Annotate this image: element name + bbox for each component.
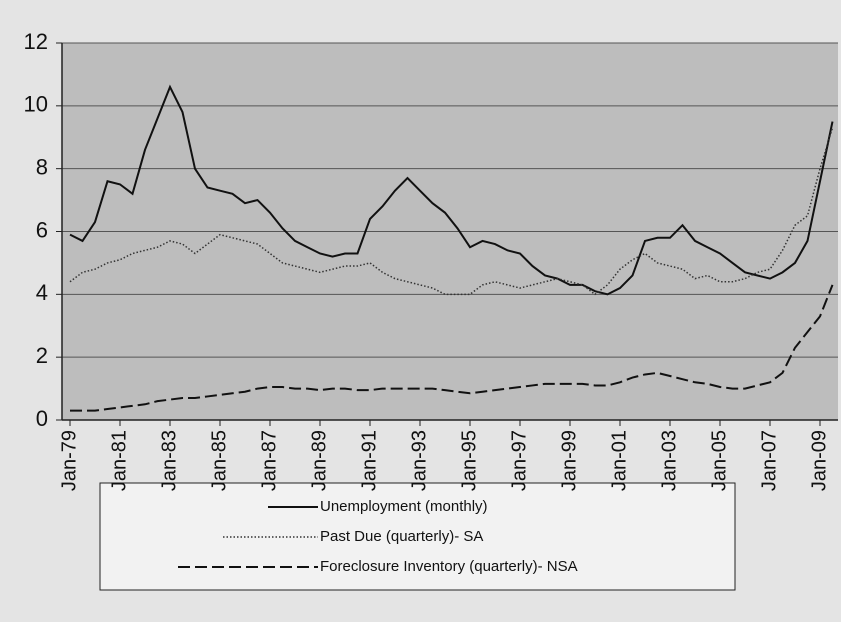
legend-label: Past Due (quarterly)- SA: [320, 528, 483, 545]
x-tick-label: Jan-07: [758, 430, 780, 491]
x-tick-label: Jan-05: [708, 430, 730, 491]
x-tick-label: Jan-01: [608, 430, 630, 491]
series-line: [69, 127, 834, 296]
x-tick-label: Jan-79: [58, 430, 80, 491]
x-tick-label: Jan-89: [308, 430, 330, 491]
x-tick-label: Jan-83: [158, 430, 180, 491]
x-tick-label: Jan-95: [458, 430, 480, 491]
x-tick-label: Jan-93: [408, 430, 430, 491]
x-tick-label: Jan-87: [258, 430, 280, 491]
legend: [99, 482, 736, 591]
x-tick-label: Jan-81: [108, 430, 130, 491]
x-tick-label: Jan-85: [208, 430, 230, 491]
x-tick-label: Jan-97: [508, 430, 530, 491]
y-tick-label: 4: [36, 280, 48, 305]
series-line: [69, 84, 834, 296]
y-tick-label: 6: [36, 217, 48, 242]
x-tick-label: Jan-03: [658, 430, 680, 491]
x-tick-label: Jan-99: [558, 430, 580, 491]
x-tick-label: Jan-91: [358, 430, 380, 491]
series-line: [70, 284, 834, 412]
y-tick-label: 10: [24, 92, 48, 117]
legend-label: Unemployment (monthly): [320, 498, 488, 515]
y-tick-label: 8: [36, 154, 48, 179]
legend-label: Foreclosure Inventory (quarterly)- NSA: [320, 558, 578, 575]
x-tick-label: Jan-09: [808, 430, 830, 491]
y-tick-label: 2: [36, 343, 48, 368]
y-tick-label: 12: [24, 29, 48, 54]
y-tick-label: 0: [36, 406, 48, 431]
